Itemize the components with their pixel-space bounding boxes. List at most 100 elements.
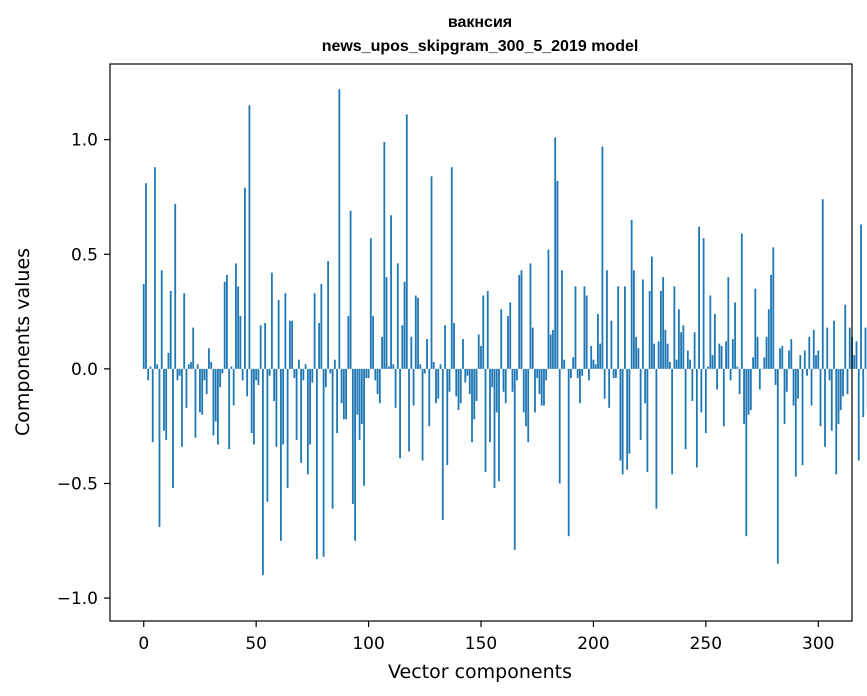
bar — [707, 366, 709, 369]
bar — [385, 277, 388, 369]
bar — [145, 183, 147, 369]
bar — [417, 297, 419, 369]
bar — [729, 368, 732, 381]
bar — [815, 355, 817, 369]
bar — [597, 313, 599, 369]
bar — [228, 368, 231, 450]
bar — [588, 368, 590, 381]
bar — [716, 368, 718, 390]
bar — [855, 341, 858, 369]
x-tick-label: 50 — [245, 634, 267, 654]
bar — [842, 368, 844, 397]
bar — [302, 368, 305, 381]
bar — [563, 359, 566, 369]
bar — [668, 361, 671, 369]
bar — [203, 368, 206, 381]
bar — [190, 361, 192, 369]
bar — [540, 368, 543, 406]
bar — [601, 146, 604, 369]
bar — [288, 320, 291, 369]
y-axis-label: Components values — [12, 248, 34, 436]
bar — [453, 323, 455, 369]
bar — [270, 272, 273, 369]
bar — [322, 368, 325, 557]
bar — [837, 368, 840, 424]
bar — [558, 368, 561, 484]
bar — [372, 316, 374, 369]
bar — [774, 368, 777, 385]
bar — [392, 364, 395, 369]
bar — [208, 348, 210, 369]
bar — [767, 309, 770, 369]
bar — [419, 364, 422, 369]
bar — [516, 368, 518, 381]
bar — [552, 329, 554, 369]
bar — [448, 368, 451, 392]
bar — [666, 343, 669, 369]
bar — [794, 368, 797, 477]
bar — [201, 368, 204, 415]
bar — [246, 368, 249, 397]
bar — [491, 368, 494, 388]
bar — [522, 368, 525, 413]
bar — [848, 327, 851, 369]
bar — [264, 323, 267, 369]
bar — [650, 256, 653, 369]
bar — [156, 364, 159, 369]
bar — [781, 345, 784, 369]
bar — [722, 368, 725, 427]
bar — [502, 368, 505, 392]
bar — [853, 355, 856, 369]
bar — [333, 359, 336, 369]
bar — [459, 368, 462, 404]
bar — [367, 368, 370, 379]
bar — [450, 167, 453, 369]
bar — [743, 368, 745, 424]
bar — [727, 277, 730, 369]
bar — [797, 368, 799, 399]
bar — [432, 361, 435, 369]
bar — [439, 364, 442, 369]
bar — [572, 357, 575, 369]
bar — [680, 332, 683, 369]
bar — [408, 368, 410, 452]
bar — [592, 359, 595, 369]
bar — [239, 316, 242, 369]
bar — [624, 286, 626, 369]
bar — [426, 339, 428, 369]
bar — [340, 368, 343, 404]
bar — [839, 368, 842, 411]
bar — [745, 368, 748, 537]
bar — [695, 368, 698, 468]
bar — [275, 368, 278, 447]
bar — [199, 368, 201, 413]
bar — [772, 247, 775, 369]
chart-title: вакнсия — [448, 14, 512, 31]
bar — [833, 320, 835, 369]
bar — [163, 368, 165, 431]
bar — [500, 309, 503, 369]
bar — [790, 339, 793, 369]
bar — [860, 224, 862, 369]
bar — [347, 316, 350, 369]
bar — [174, 203, 177, 369]
bar — [475, 368, 478, 401]
bar — [142, 284, 145, 369]
bar — [345, 368, 347, 420]
bar — [826, 327, 829, 369]
bar — [444, 325, 446, 369]
bar — [812, 329, 815, 369]
bar — [691, 368, 694, 401]
y-axis: −1.0 −0.5 0.0 0.5 1.0 — [57, 131, 110, 609]
bar — [657, 341, 660, 369]
bar — [788, 350, 790, 369]
bar — [686, 350, 689, 369]
bar — [403, 281, 406, 369]
bar — [615, 368, 617, 379]
bar — [194, 368, 197, 438]
bar — [266, 368, 269, 502]
bar — [253, 368, 255, 445]
bar — [394, 368, 397, 408]
bar — [421, 368, 424, 461]
bar — [295, 368, 298, 440]
